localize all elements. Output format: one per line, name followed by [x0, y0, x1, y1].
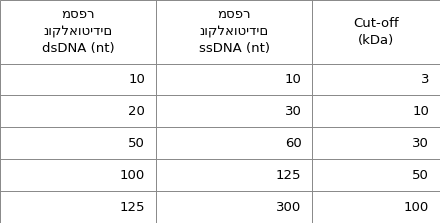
Text: 100: 100	[404, 200, 429, 214]
Text: Cut-off
(kDa): Cut-off (kDa)	[353, 17, 399, 47]
Text: 50: 50	[412, 169, 429, 182]
Text: 300: 300	[276, 200, 301, 214]
Text: 10: 10	[412, 105, 429, 118]
Text: מספר
נוקלאוטידים
dsDNA (nt): מספר נוקלאוטידים dsDNA (nt)	[42, 8, 114, 55]
Text: 50: 50	[128, 137, 145, 150]
Text: 100: 100	[120, 169, 145, 182]
Text: 125: 125	[120, 200, 145, 214]
Text: 30: 30	[285, 105, 301, 118]
Text: 3: 3	[421, 73, 429, 86]
Text: 20: 20	[128, 105, 145, 118]
Text: מספר
נוקלאוטידים
ssDNA (nt): מספר נוקלאוטידים ssDNA (nt)	[199, 8, 270, 55]
Text: 10: 10	[128, 73, 145, 86]
Text: 10: 10	[285, 73, 301, 86]
Text: 125: 125	[276, 169, 301, 182]
Text: 60: 60	[285, 137, 301, 150]
Text: 30: 30	[412, 137, 429, 150]
